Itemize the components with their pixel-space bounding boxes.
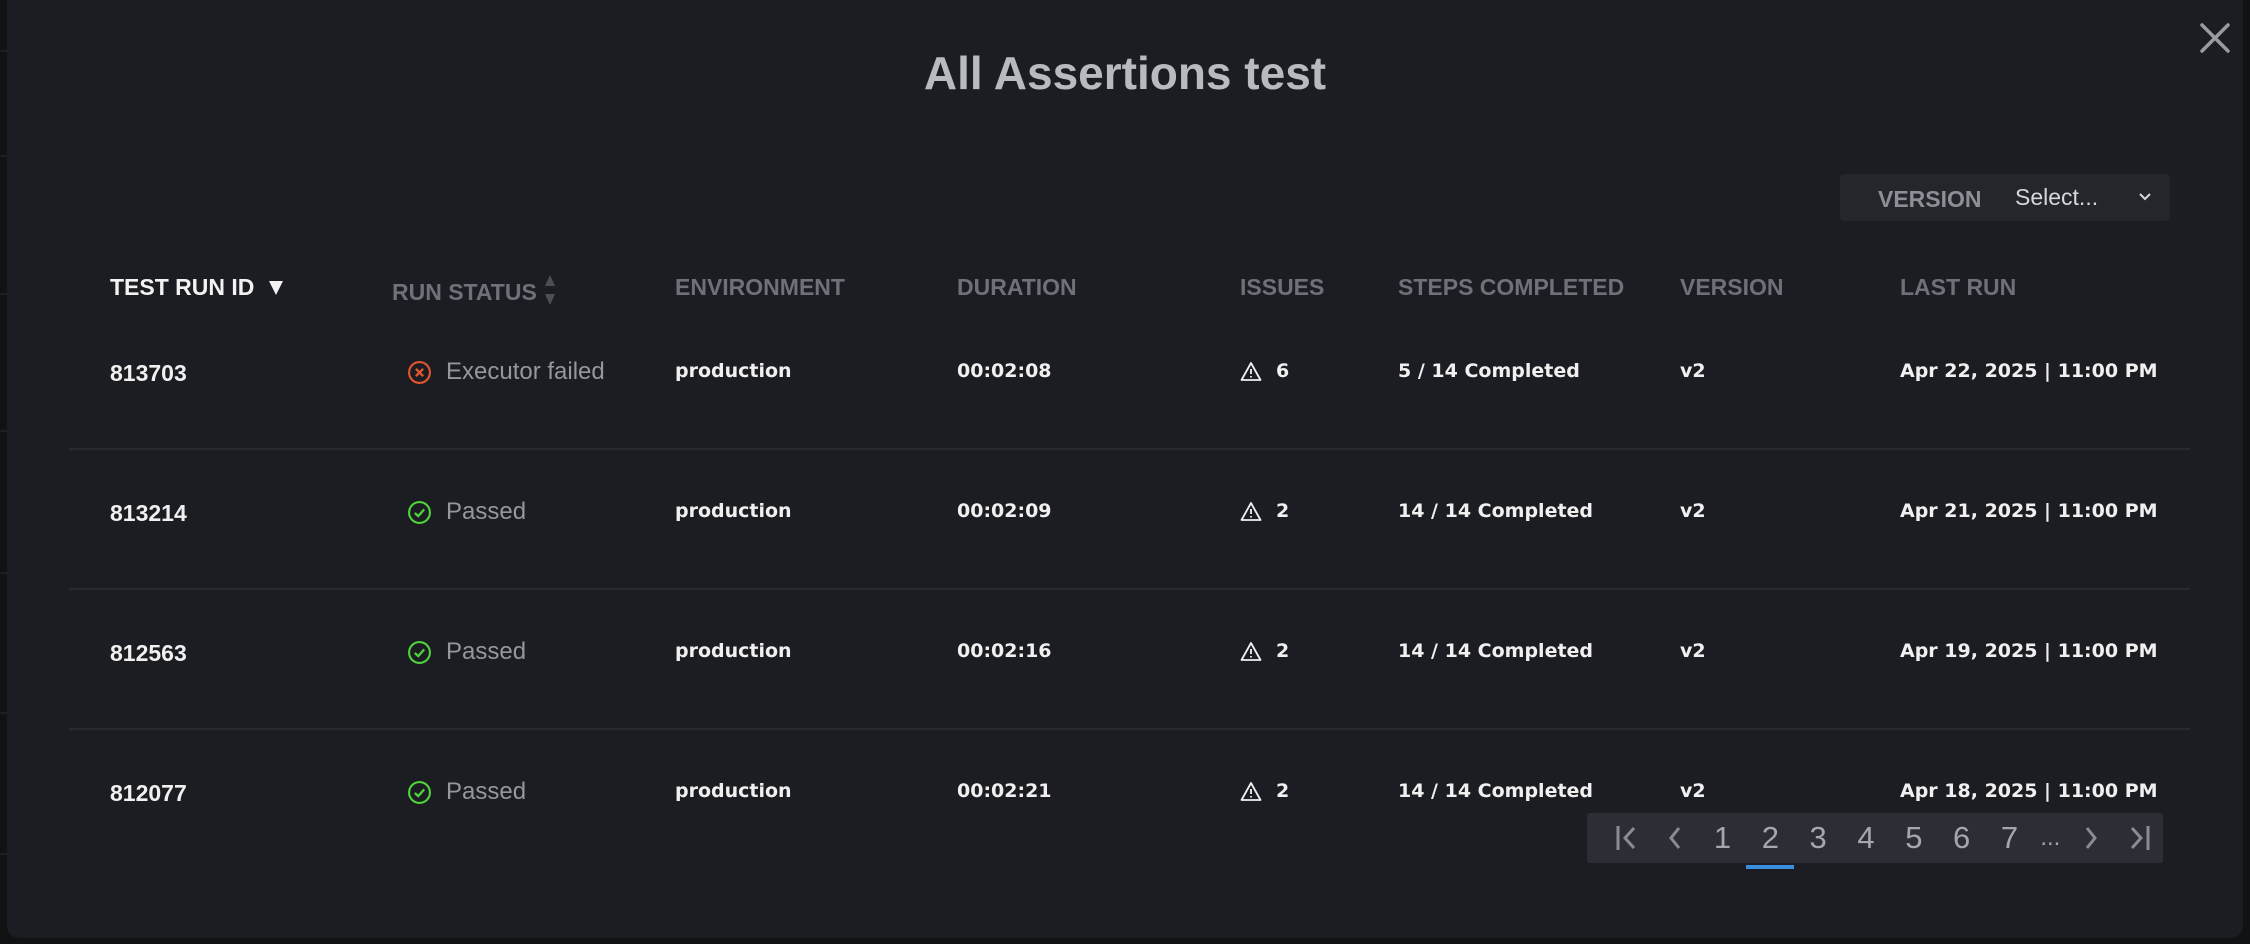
environment: production bbox=[675, 780, 792, 802]
column-header-run-status[interactable]: RUN STATUS bbox=[392, 274, 557, 306]
pagination: 1 2 3 4 5 6 7... bbox=[1587, 813, 2163, 869]
duration: 00:02:16 bbox=[957, 640, 1052, 662]
version-filter-value: Select... bbox=[2015, 184, 2099, 210]
version-filter-dropdown[interactable]: VERSION Select... bbox=[1840, 174, 2170, 221]
issues-count: 2 bbox=[1276, 780, 1290, 802]
column-header-version[interactable]: VERSION bbox=[1680, 274, 1784, 301]
check-circle-icon bbox=[408, 500, 431, 524]
last-run: Apr 21, 2025 | 11:00 PM bbox=[1900, 500, 2158, 522]
page-4-button[interactable]: 4 bbox=[1857, 820, 1875, 855]
warning-icon bbox=[1240, 501, 1262, 521]
version-filter-label: VERSION bbox=[1878, 186, 1982, 212]
column-header-steps-completed[interactable]: STEPS COMPLETED bbox=[1398, 274, 1624, 301]
column-header-label: STEPS COMPLETED bbox=[1398, 274, 1625, 300]
first-page-icon bbox=[1616, 826, 1635, 850]
issues-count: 6 bbox=[1276, 360, 1290, 382]
table-row[interactable]: 813703 Executor failed production 00:02:08 6… bbox=[69, 310, 2190, 450]
run-status-label: Passed bbox=[446, 778, 527, 805]
sort-unsorted-icon bbox=[544, 275, 555, 305]
column-header-label: DURATION bbox=[957, 274, 1077, 300]
column-header-label: LAST RUN bbox=[1900, 274, 2017, 300]
next-page-icon bbox=[2086, 827, 2098, 849]
environment: production bbox=[675, 360, 792, 382]
last-page-button[interactable] bbox=[2115, 823, 2163, 853]
sort-descending-icon bbox=[268, 281, 283, 295]
column-header-test-run-id[interactable]: TEST RUN ID bbox=[110, 274, 285, 301]
run-status-label: Passed bbox=[446, 638, 527, 665]
last-run: Apr 19, 2025 | 11:00 PM bbox=[1900, 640, 2158, 662]
row-divider bbox=[69, 588, 2190, 590]
steps-completed: 14 / 14 Completed bbox=[1398, 780, 1594, 802]
column-header-last-run[interactable]: LAST RUN bbox=[1900, 274, 2016, 301]
issues: 2 bbox=[1240, 500, 1289, 522]
version: v2 bbox=[1680, 640, 1706, 662]
page-1-button[interactable]: 1 bbox=[1713, 820, 1732, 855]
row-divider bbox=[69, 728, 2190, 730]
page-7-button[interactable]: 7 bbox=[2000, 820, 2019, 855]
test-runs-modal: All Assertions test VERSION Select... TE… bbox=[7, 0, 2243, 938]
run-status-label: Passed bbox=[446, 498, 527, 525]
run-status: Passed bbox=[407, 638, 526, 666]
last-run: Apr 18, 2025 | 11:00 PM bbox=[1900, 780, 2158, 802]
duration: 00:02:09 bbox=[957, 500, 1052, 522]
version: v2 bbox=[1680, 500, 1706, 522]
previous-page-icon bbox=[1668, 827, 1680, 849]
last-run: Apr 22, 2025 | 11:00 PM bbox=[1900, 360, 2158, 382]
check-circle-icon bbox=[408, 780, 431, 804]
column-header-label: ENVIRONMENT bbox=[675, 274, 845, 300]
issues-count: 2 bbox=[1276, 640, 1290, 662]
run-status: Executor failed bbox=[407, 358, 605, 386]
column-header-label: ISSUES bbox=[1240, 274, 1325, 300]
issues: 2 bbox=[1240, 640, 1289, 662]
warning-icon bbox=[1240, 781, 1262, 801]
run-status: Passed bbox=[407, 498, 526, 526]
close-icon bbox=[2200, 23, 2230, 53]
issues-count: 2 bbox=[1276, 500, 1290, 522]
steps-completed: 14 / 14 Completed bbox=[1398, 500, 1594, 522]
warning-icon bbox=[1240, 361, 1262, 381]
test-run-id[interactable]: 812563 bbox=[110, 640, 187, 666]
chevron-down-icon bbox=[2139, 193, 2151, 201]
x-circle-icon bbox=[408, 360, 431, 384]
steps-completed: 5 / 14 Completed bbox=[1398, 360, 1580, 382]
column-header-label: RUN STATUS bbox=[392, 279, 537, 305]
test-run-id[interactable]: 813214 bbox=[110, 500, 187, 526]
environment: production bbox=[675, 640, 792, 662]
pagination-ellipsis: ... bbox=[2040, 824, 2061, 851]
duration: 00:02:21 bbox=[957, 780, 1052, 802]
steps-completed: 14 / 14 Completed bbox=[1398, 640, 1594, 662]
page-3-button[interactable]: 3 bbox=[1809, 820, 1827, 855]
environment: production bbox=[675, 500, 792, 522]
column-header-issues[interactable]: ISSUES bbox=[1240, 274, 1324, 301]
table-row[interactable]: 813214 Passed production 00:02:09 2 14 / 14 C… bbox=[69, 450, 2190, 590]
version: v2 bbox=[1680, 360, 1706, 382]
table-row[interactable]: 812563 Passed production 00:02:16 2 14 / 14 C… bbox=[69, 590, 2190, 730]
modal-title: All Assertions test bbox=[923, 47, 1327, 99]
warning-icon bbox=[1240, 641, 1262, 661]
version: v2 bbox=[1680, 780, 1706, 802]
page-6-button[interactable]: 6 bbox=[1953, 820, 1971, 855]
test-run-id[interactable]: 813703 bbox=[110, 360, 187, 386]
issues: 6 bbox=[1240, 360, 1289, 382]
page-5-button[interactable]: 5 bbox=[1905, 820, 1923, 855]
column-header-label: TEST RUN ID bbox=[110, 274, 255, 300]
table-row[interactable]: 812077 Passed production 00:02:21 2 14 / 14 C… bbox=[69, 730, 2190, 813]
test-runs-table-body: 813703 Executor failed production 00:02:08 6… bbox=[7, 310, 2243, 813]
issues: 2 bbox=[1240, 780, 1289, 802]
close-button[interactable] bbox=[2195, 18, 2235, 58]
duration: 00:02:08 bbox=[957, 360, 1052, 382]
row-divider bbox=[69, 448, 2190, 450]
previous-page-button[interactable] bbox=[1651, 823, 1699, 853]
page-2-button[interactable]: 2 bbox=[1746, 820, 1795, 869]
run-status-label: Executor failed bbox=[446, 358, 605, 385]
check-circle-icon bbox=[408, 640, 431, 664]
next-page-button[interactable] bbox=[2067, 823, 2115, 853]
column-header-environment[interactable]: ENVIRONMENT bbox=[675, 274, 845, 301]
last-page-icon bbox=[2130, 826, 2150, 850]
test-run-id[interactable]: 812077 bbox=[110, 780, 187, 806]
column-header-duration[interactable]: DURATION bbox=[957, 274, 1077, 301]
first-page-button[interactable] bbox=[1603, 823, 1651, 853]
run-status: Passed bbox=[407, 778, 526, 806]
column-header-label: VERSION bbox=[1680, 274, 1784, 300]
